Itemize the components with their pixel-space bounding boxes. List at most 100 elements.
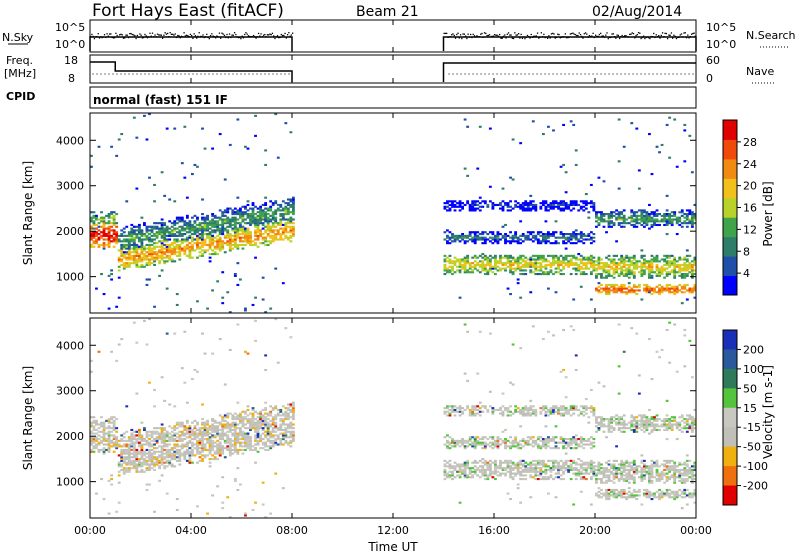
velocity-cell xyxy=(292,438,295,441)
power-cell xyxy=(589,273,593,276)
power-cell xyxy=(516,236,520,239)
power-cell xyxy=(627,267,631,270)
velocity-cell xyxy=(198,459,202,462)
power-cell xyxy=(569,242,573,245)
velocity-cell xyxy=(279,428,283,432)
velocity-cell xyxy=(135,439,139,442)
power-cell xyxy=(95,233,98,236)
velocity-cell xyxy=(130,445,134,448)
power-cell xyxy=(589,258,593,261)
power-cell xyxy=(468,262,472,265)
power-cell xyxy=(632,218,636,221)
power-cell xyxy=(494,273,497,276)
power-cell xyxy=(683,265,687,268)
velocity-cell xyxy=(180,432,184,435)
power-cell xyxy=(602,180,606,183)
velocity-cell xyxy=(456,441,459,444)
velocity-cell xyxy=(289,439,293,442)
power-cell xyxy=(266,213,270,216)
power-cell xyxy=(597,223,601,227)
power-cell xyxy=(481,256,485,259)
power-cell xyxy=(145,256,149,259)
power-cell xyxy=(256,214,260,217)
velocity-cell xyxy=(579,478,583,481)
power-cell xyxy=(693,218,697,221)
power-cell xyxy=(693,262,697,265)
power-cell xyxy=(567,263,571,267)
velocity-cell xyxy=(223,425,227,428)
power-cell xyxy=(206,236,209,239)
power-cell xyxy=(544,200,548,203)
power-cell xyxy=(292,225,295,228)
power-cell xyxy=(145,258,149,261)
power-cell xyxy=(589,254,593,257)
velocity-cell xyxy=(514,467,518,470)
velocity-cell xyxy=(501,392,505,395)
velocity-cell xyxy=(218,438,222,441)
velocity-cell xyxy=(516,441,520,444)
power-cell xyxy=(541,202,545,205)
power-cell xyxy=(506,287,510,290)
power-cell xyxy=(448,269,452,272)
power-cell xyxy=(473,238,477,241)
velocity-cell xyxy=(140,468,144,472)
power-cell xyxy=(473,203,477,207)
power-cell xyxy=(665,123,669,127)
velocity-cell xyxy=(233,423,237,426)
power-cell xyxy=(595,273,598,276)
power-cell xyxy=(233,225,237,228)
power-cell xyxy=(125,247,129,250)
velocity-cell xyxy=(292,427,295,430)
power-cell xyxy=(443,207,447,210)
power-cell xyxy=(266,207,270,210)
power-cell xyxy=(281,218,285,221)
velocity-cell xyxy=(481,468,485,472)
velocity-cell xyxy=(506,408,510,412)
power-cell xyxy=(544,234,548,237)
power-cell xyxy=(690,276,694,279)
power-cell xyxy=(221,211,225,214)
velocity-cell xyxy=(499,467,502,470)
power-cell xyxy=(552,231,555,234)
power-cell xyxy=(266,243,270,247)
power-cell xyxy=(228,249,232,252)
power-cell xyxy=(198,233,202,236)
power-cell xyxy=(218,216,222,219)
power-cell xyxy=(274,211,278,214)
power-cell xyxy=(648,291,651,294)
power-cell xyxy=(132,242,136,245)
power-cell xyxy=(198,251,202,254)
power-cell xyxy=(208,236,212,239)
velocity-cell xyxy=(456,474,459,477)
velocity-cell xyxy=(107,448,111,452)
velocity-cell xyxy=(534,443,538,446)
power-cell xyxy=(494,236,497,239)
velocity-cell xyxy=(231,418,235,421)
power-cell xyxy=(544,240,548,243)
power-cell xyxy=(153,225,156,228)
power-cell xyxy=(521,263,525,267)
power-cell xyxy=(559,207,563,210)
velocity-cell xyxy=(175,432,179,435)
power-cell xyxy=(463,167,467,170)
power-cell xyxy=(559,263,563,267)
power-cell xyxy=(279,223,283,227)
power-cell xyxy=(292,218,295,221)
power-cell xyxy=(620,283,624,287)
velocity-cell xyxy=(531,408,535,412)
power-cell xyxy=(241,243,245,247)
velocity-cell xyxy=(198,450,202,453)
velocity-cell xyxy=(562,467,565,470)
power-cell xyxy=(547,231,550,234)
velocity-cell xyxy=(509,461,512,464)
velocity-cell xyxy=(572,407,576,410)
velocity-cell xyxy=(150,439,154,442)
velocity-cell xyxy=(259,418,262,421)
velocity-cell xyxy=(471,414,475,417)
power-cell xyxy=(110,145,114,148)
velocity-cell xyxy=(279,439,283,442)
velocity-cell xyxy=(140,443,144,446)
velocity-cell xyxy=(178,439,182,442)
power-cell xyxy=(615,254,619,257)
velocity-cell xyxy=(150,452,154,455)
